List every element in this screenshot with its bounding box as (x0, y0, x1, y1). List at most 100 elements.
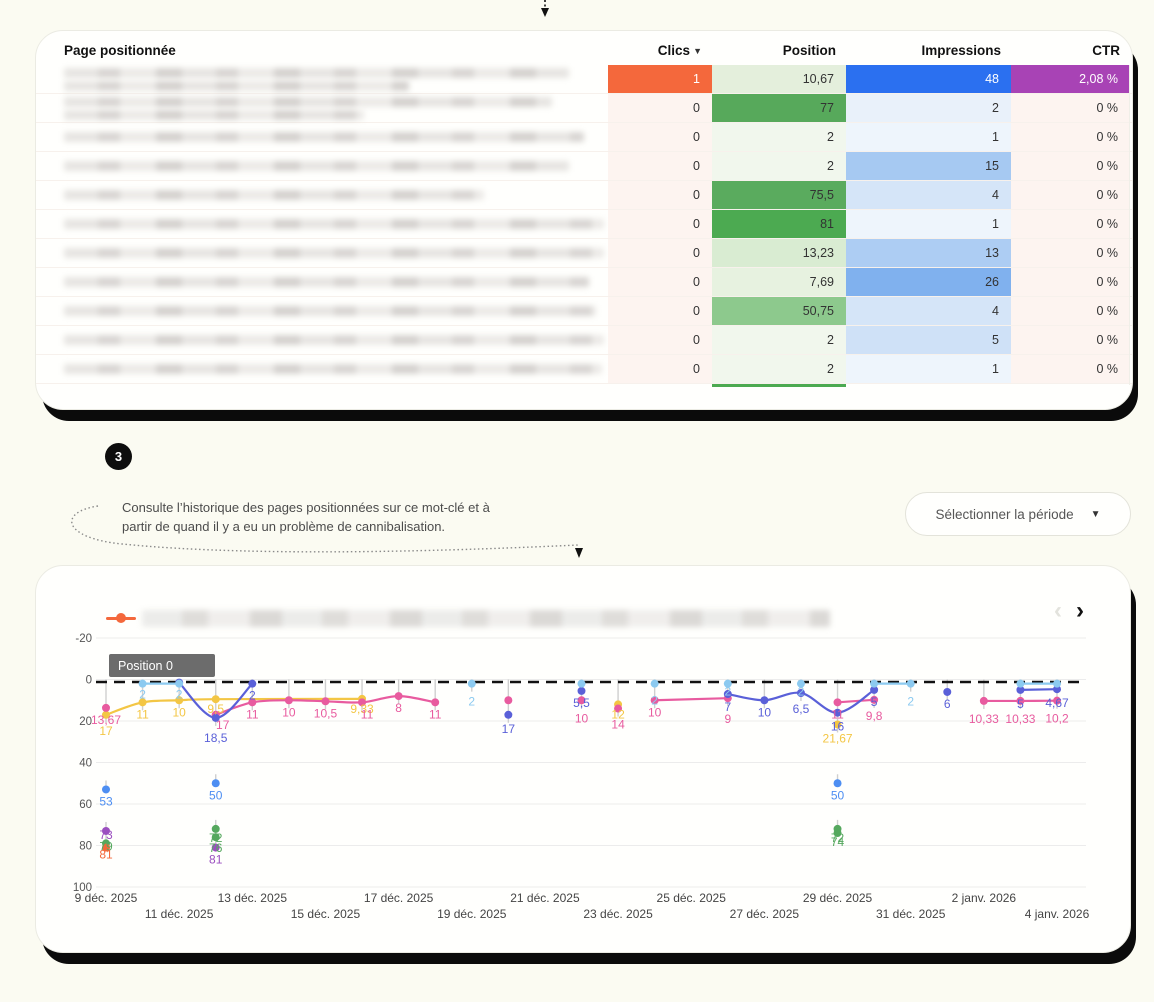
chart-next-arrow-icon[interactable]: › (1076, 597, 1084, 624)
page-yellow-point[interactable] (102, 710, 110, 719)
page-indigo-point[interactable] (248, 679, 257, 688)
page-pink-point[interactable] (248, 698, 257, 707)
page-indigo-point[interactable] (1053, 685, 1062, 694)
table-row[interactable]: 1 10,67 48 2,08 % (36, 65, 1132, 94)
position-history-chart-card: ‹ › Position 0 -20 0 20 40 60 80 100 9 déc. 202… (35, 565, 1131, 953)
ctr-cell: 0 % (1011, 268, 1130, 296)
point-value-label: 21,67 (823, 731, 853, 745)
page-pink-point[interactable] (102, 703, 110, 712)
table-header-row: Page positionnée Clics ▼ Position Impress… (36, 31, 1132, 65)
page-pink-point[interactable] (358, 698, 367, 707)
table-row[interactable]: 0 2 15 0 % (36, 152, 1132, 181)
page-pink-point[interactable] (1016, 696, 1025, 705)
page-lightblue-point[interactable] (650, 679, 659, 688)
redacted-text-bar (64, 306, 596, 316)
position-cell: 77 (712, 94, 846, 122)
page-green-point[interactable] (211, 833, 220, 842)
page-indigo-point[interactable] (796, 688, 805, 697)
page-indigo-point[interactable] (723, 690, 732, 699)
table-row[interactable]: 0 50,75 4 0 % (36, 297, 1132, 326)
point-value-label: 17 (216, 718, 230, 732)
point-value-label: 81 (99, 848, 113, 862)
page-lightblue-point[interactable] (906, 679, 915, 688)
page-indigo-point[interactable] (943, 687, 952, 696)
page-blue-point[interactable] (102, 785, 110, 794)
page-lightblue-point[interactable] (577, 679, 586, 688)
page-lightblue-point[interactable] (1053, 679, 1062, 688)
ctr-cell: 0 % (1011, 210, 1130, 238)
page-lightblue-point[interactable] (870, 679, 879, 688)
page-lightblue-point[interactable] (796, 679, 805, 688)
point-value-label: 72 (209, 831, 223, 845)
clics-cell: 0 (608, 152, 712, 180)
page-pink-point[interactable] (650, 696, 659, 705)
legend-redacted-url[interactable] (142, 609, 830, 627)
page-url-redacted (64, 210, 608, 238)
chart-prev-arrow-icon[interactable]: ‹ (1054, 597, 1062, 624)
page-violet-point[interactable] (102, 826, 110, 835)
select-period-button[interactable]: Sélectionner la période ▼ (905, 492, 1131, 536)
page-indigo-point[interactable] (577, 686, 586, 695)
instruction-line-2: partir de quand il y a eu un problème de… (122, 519, 446, 534)
page-yellow-point[interactable] (211, 695, 220, 704)
page-indigo-point[interactable] (1016, 685, 1025, 694)
page-pink-point[interactable] (394, 692, 403, 701)
page-yellow-point[interactable] (175, 696, 184, 705)
page-yellow-point[interactable] (138, 698, 147, 707)
page-blue-point[interactable] (211, 779, 220, 788)
page-pink-point[interactable] (431, 698, 440, 707)
page-blue-point[interactable] (833, 779, 842, 788)
column-header-page: Page positionnée (64, 43, 176, 58)
page-green-point[interactable] (211, 824, 220, 833)
page-violet-point[interactable] (211, 843, 220, 852)
page-indigo-point[interactable] (504, 710, 513, 719)
page-lightblue-point[interactable] (723, 679, 732, 688)
page-indigo-point[interactable] (211, 713, 220, 722)
point-value-label: 17 (502, 722, 516, 736)
page-pink-point[interactable] (833, 698, 842, 707)
point-value-label: 10,33 (969, 712, 999, 726)
page-indigo-point[interactable] (833, 708, 842, 717)
column-header-position[interactable]: Position (782, 43, 836, 58)
clics-cell: 0 (608, 297, 712, 325)
page-green-point[interactable] (833, 829, 842, 838)
column-header-impressions[interactable]: Impressions (921, 43, 1001, 58)
page-pink-point[interactable] (577, 696, 586, 705)
page-lightblue-point[interactable] (138, 679, 147, 688)
page-lightblue-point[interactable] (175, 679, 184, 688)
point-value-label: 5,5 (573, 696, 590, 710)
page-lightblue-point[interactable] (467, 679, 476, 688)
redacted-text-bar (64, 248, 604, 258)
column-header-clics-sort[interactable]: Clics ▼ (657, 43, 702, 58)
point-value-label: 13,67 (91, 713, 121, 727)
redacted-text-bar (64, 335, 604, 345)
page-indigo-point[interactable] (760, 696, 769, 705)
column-header-ctr[interactable]: CTR (1092, 43, 1120, 58)
redacted-text-bar (64, 161, 569, 171)
page-pink-point[interactable] (979, 696, 988, 705)
page-orange-point[interactable] (102, 843, 110, 852)
page-lightblue-point[interactable] (1016, 679, 1025, 688)
redacted-text-bar (64, 190, 484, 200)
ctr-cell: 0 % (1011, 94, 1130, 122)
page-pink-point[interactable] (284, 696, 293, 705)
page-pink-point[interactable] (321, 697, 330, 706)
page-pink-point[interactable] (870, 695, 879, 704)
page-indigo-point[interactable] (870, 685, 879, 694)
table-row[interactable]: 0 13,23 13 0 % (36, 239, 1132, 268)
table-row[interactable]: 0 7,69 26 0 % (36, 268, 1132, 297)
dropdown-caret-icon: ▼ (1090, 508, 1101, 520)
page-pink-point[interactable] (1053, 696, 1062, 705)
page-pink-point[interactable] (504, 696, 513, 705)
ctr-cell: 0 % (1011, 152, 1130, 180)
page-pink-point[interactable] (614, 704, 623, 713)
table-row[interactable]: 0 81 1 0 % (36, 210, 1132, 239)
table-row[interactable]: 0 75,5 4 0 % (36, 181, 1132, 210)
page-yellow-point[interactable] (833, 720, 842, 729)
point-value-label: 81 (209, 853, 223, 867)
table-row[interactable]: 0 77 2 0 % (36, 94, 1132, 123)
